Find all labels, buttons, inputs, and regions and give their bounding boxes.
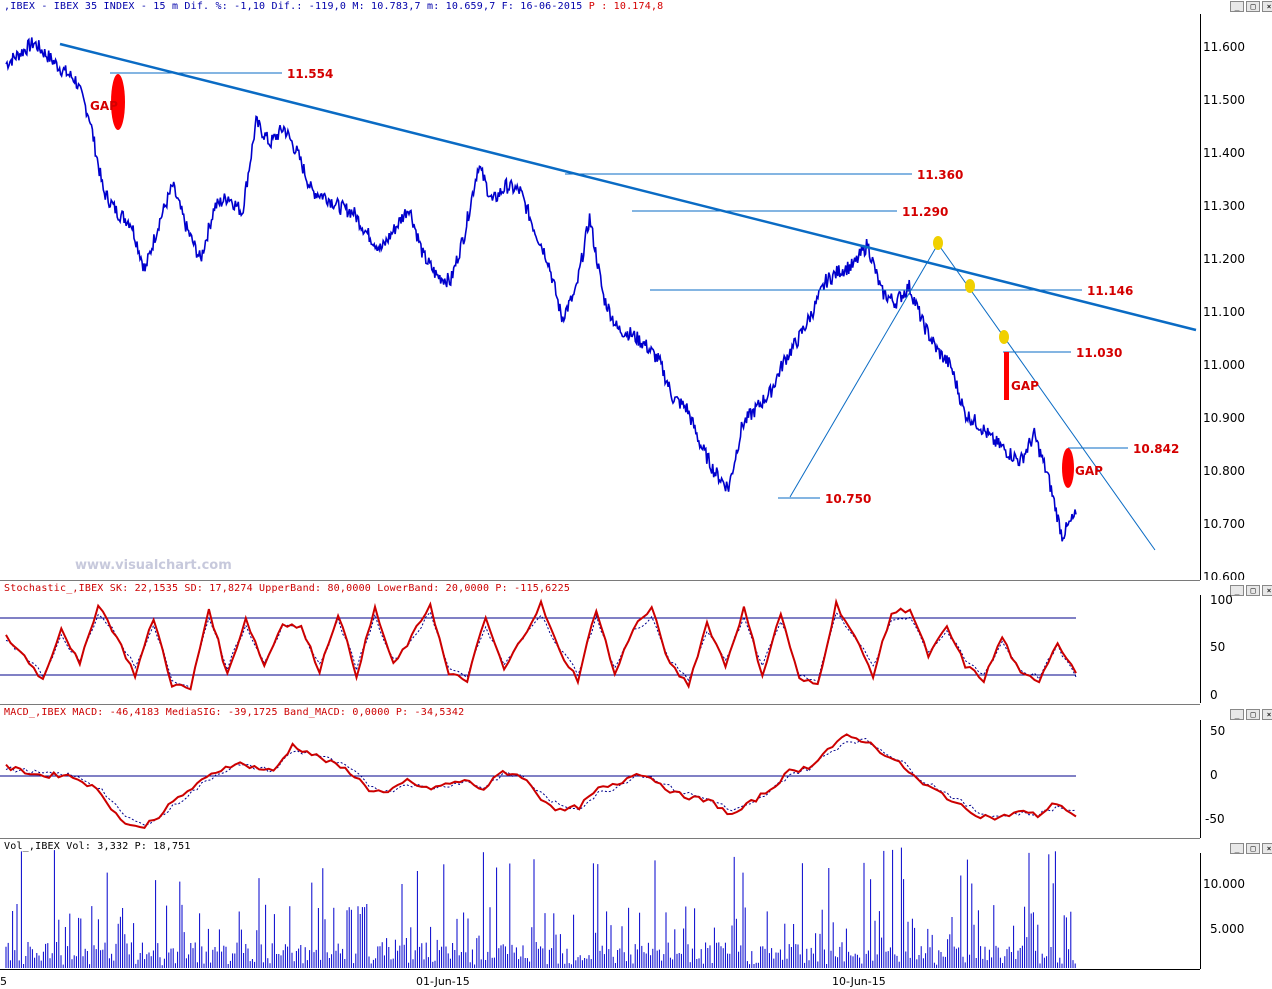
minimize-button[interactable]: _: [1230, 709, 1244, 720]
watermark: www.visualchart.com: [75, 558, 232, 573]
price-line: [5, 37, 1077, 542]
pivot-marker: [965, 279, 975, 293]
level-11360-label: 11.360: [917, 168, 963, 182]
level-10750-label: 10.750: [825, 492, 871, 506]
close-button[interactable]: ×: [1262, 709, 1272, 720]
price-tick: 11.300: [1203, 199, 1245, 213]
minimize-button[interactable]: _: [1230, 585, 1244, 596]
stoch-sd-line: [5, 611, 1077, 689]
macd-signal-line: [5, 737, 1077, 826]
macd-tick: 50: [1210, 724, 1226, 738]
macd-window-buttons: _ □ ×: [1230, 709, 1272, 720]
stochastic-pane[interactable]: Stochastic_,IBEX SK: 22,1535 SD: 17,8274…: [0, 580, 1200, 705]
level-11146-label: 11.146: [1087, 284, 1133, 298]
stoch-window-buttons: _ □ ×: [1230, 585, 1272, 596]
price-tick: 10.800: [1203, 464, 1245, 478]
price-tick: 11.600: [1203, 40, 1245, 54]
macd-header: MACD_,IBEX MACD: -46,4183 MediaSIG: -39,…: [4, 707, 465, 718]
level-11290-label: 11.290: [902, 205, 948, 219]
vol-window-buttons: _ □ ×: [1230, 843, 1272, 854]
gap-marker: [1062, 448, 1074, 488]
price-axis: [1200, 14, 1272, 580]
maximize-button[interactable]: □: [1246, 585, 1260, 596]
gap-label: GAP: [1011, 379, 1039, 393]
macd-tick: -50: [1205, 812, 1225, 826]
maximize-button[interactable]: □: [1246, 1, 1260, 12]
price-tick: 11.000: [1203, 358, 1245, 372]
stoch-tick: 100: [1210, 593, 1233, 607]
downtrend-line-steep: [937, 243, 1156, 551]
minimize-button[interactable]: _: [1230, 843, 1244, 854]
vol-tick: 5.000: [1210, 922, 1245, 936]
maximize-button[interactable]: □: [1246, 843, 1260, 854]
level-11554-label: 11.554: [287, 67, 333, 81]
price-header-last: P : 10.174,8: [588, 1, 664, 12]
vol-tick: 10.000: [1203, 877, 1245, 891]
stoch-tick: 0: [1210, 688, 1218, 702]
price-window-buttons: _ □ ×: [1230, 1, 1272, 12]
uptrend-line: [789, 243, 939, 498]
close-button[interactable]: ×: [1262, 585, 1272, 596]
pivot-marker: [933, 236, 943, 250]
volume-pane[interactable]: Vol_,IBEX Vol: 3,332 P: 18,751: [0, 838, 1200, 970]
price-tick: 11.100: [1203, 305, 1245, 319]
macd-pane[interactable]: MACD_,IBEX MACD: -46,4183 MediaSIG: -39,…: [0, 704, 1200, 839]
price-tick: 10.900: [1203, 411, 1245, 425]
main-downtrend-line: [59, 42, 1197, 332]
gap-label: GAP: [90, 99, 118, 113]
date-label: 10-Jun-15: [832, 975, 886, 988]
price-tick: 10.600: [1203, 570, 1245, 580]
close-button[interactable]: ×: [1262, 1, 1272, 12]
minimize-button[interactable]: _: [1230, 1, 1244, 12]
stoch-tick: 50: [1210, 640, 1226, 654]
gap-marker: [1004, 352, 1009, 400]
price-header: ,IBEX - IBEX 35 INDEX - 15 m Dif. %: -1,…: [4, 1, 663, 12]
price-tick: 10.700: [1203, 517, 1245, 531]
level-10842-label: 10.842: [1133, 442, 1179, 456]
stoch-sk-line: [5, 597, 1077, 691]
price-header-text: ,IBEX - IBEX 35 INDEX - 15 m Dif. %: -1,…: [4, 1, 583, 12]
macd-line: [5, 733, 1077, 830]
vol-header: Vol_,IBEX Vol: 3,332 P: 18,751: [4, 841, 191, 852]
price-pane[interactable]: ,IBEX - IBEX 35 INDEX - 15 m Dif. %: -1,…: [0, 0, 1200, 581]
vol-axis: [1200, 853, 1272, 969]
price-tick: 11.200: [1203, 252, 1245, 266]
macd-tick: 0: [1210, 768, 1218, 782]
stoch-axis: [1200, 595, 1272, 703]
price-tick: 11.400: [1203, 146, 1245, 160]
gap-marker: [111, 74, 125, 130]
stoch-header: Stochastic_,IBEX SK: 22,1535 SD: 17,8274…: [4, 583, 571, 594]
gap-label: GAP: [1075, 464, 1103, 478]
pivot-marker: [999, 330, 1009, 344]
close-button[interactable]: ×: [1262, 843, 1272, 854]
macd-axis: [1200, 720, 1272, 838]
maximize-button[interactable]: □: [1246, 709, 1260, 720]
level-11030-label: 11.030: [1076, 346, 1122, 360]
date-label: 5: [0, 975, 7, 988]
date-label: 01-Jun-15: [416, 975, 470, 988]
price-tick: 11.500: [1203, 93, 1245, 107]
